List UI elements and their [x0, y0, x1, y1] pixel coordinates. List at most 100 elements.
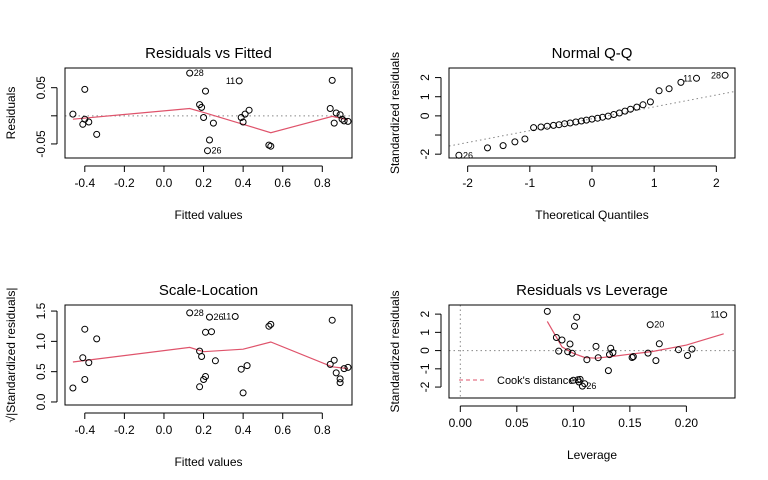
smooth-line — [72, 107, 349, 134]
data-point — [644, 349, 652, 357]
data-point — [564, 348, 572, 356]
data-point — [576, 375, 584, 383]
plot-frame — [448, 304, 736, 399]
y-tick-label: 1.0 — [34, 333, 48, 350]
data-point — [328, 76, 336, 84]
data-point — [720, 311, 728, 319]
data-point — [566, 340, 574, 348]
x-tick-label: 0.4 — [235, 423, 252, 437]
data-point — [186, 309, 194, 317]
y-tick-label: -2 — [418, 149, 432, 160]
data-point — [202, 87, 209, 95]
y-tick-label: 1 — [418, 329, 432, 336]
data-point — [200, 114, 208, 121]
data-point — [628, 354, 636, 361]
data-point — [344, 117, 352, 125]
point-label: 26 — [212, 146, 222, 156]
legend-label: Cook's distance — [497, 375, 574, 387]
smooth-line — [72, 341, 349, 370]
x-tick-label: 0.4 — [235, 176, 252, 190]
data-point — [81, 325, 89, 333]
data-point — [267, 142, 275, 150]
data-point — [206, 313, 213, 321]
x-tick-label: 0.20 — [675, 416, 699, 430]
data-point — [543, 307, 551, 315]
x-axis-label: Theoretical Quantiles — [535, 208, 648, 222]
y-axis-label: Standardized residuals — [388, 52, 402, 174]
x-tick-label: -0.2 — [114, 423, 135, 437]
point-label: 26 — [586, 381, 596, 391]
data-point — [265, 322, 273, 330]
plot-frame — [64, 67, 353, 159]
point-label: 11 — [226, 76, 235, 86]
data-point — [607, 344, 615, 352]
data-point — [332, 109, 340, 117]
y-tick-label: 1.5 — [34, 302, 48, 319]
chart-residuals-vs-leverage: Residuals vs Leverage Leverage Standardize… — [388, 282, 736, 462]
data-point — [578, 382, 586, 390]
chart-normal-qq: Normal Q-Q Theoretical Quantiles Standardi… — [388, 45, 736, 222]
plot-frame — [448, 67, 736, 159]
x-tick-label: 1 — [651, 176, 658, 190]
chart-title: Residuals vs Fitted — [145, 45, 272, 62]
y-tick-label: 0.5 — [34, 363, 48, 380]
data-point — [627, 105, 634, 113]
y-tick-label: -1 — [418, 363, 432, 374]
data-point — [79, 354, 87, 362]
data-point — [693, 74, 700, 82]
data-point — [267, 320, 275, 328]
data-point — [652, 357, 660, 365]
y-tick-label: 0 — [418, 347, 432, 354]
data-point — [332, 369, 340, 377]
data-point — [558, 336, 566, 344]
data-point — [629, 353, 637, 361]
point-label: 26 — [213, 312, 223, 322]
data-point — [633, 103, 641, 111]
data-point — [646, 321, 654, 329]
data-point — [573, 313, 581, 321]
point-label: 20 — [654, 320, 664, 330]
data-point — [543, 122, 551, 130]
data-point — [237, 114, 245, 121]
data-point — [198, 353, 206, 360]
point-label: 28 — [194, 68, 204, 78]
y-tick-label: 0.0 — [34, 393, 48, 410]
data-point — [69, 384, 77, 392]
data-point — [338, 115, 346, 123]
data-point — [665, 85, 673, 93]
x-tick-label: 0.2 — [195, 176, 212, 190]
data-point — [566, 119, 574, 127]
y-tick-label: 2 — [418, 74, 432, 81]
data-point — [330, 356, 338, 364]
x-axis-label: Fitted values — [174, 455, 242, 469]
data-point — [552, 334, 560, 341]
data-point — [592, 342, 600, 350]
y-tick-label: -0.05 — [34, 130, 48, 158]
data-point — [326, 105, 334, 112]
data-point — [85, 118, 93, 126]
x-tick-label: 0.15 — [618, 416, 642, 430]
data-point — [85, 359, 93, 367]
data-point — [568, 349, 576, 357]
data-point — [81, 85, 89, 93]
x-tick-label: -0.4 — [74, 423, 95, 437]
x-tick-label: 0.0 — [156, 176, 173, 190]
data-point — [583, 356, 591, 364]
point-label: 11 — [710, 310, 719, 320]
data-point — [69, 110, 77, 118]
data-point — [245, 106, 253, 114]
x-tick-label: 2 — [713, 176, 720, 190]
data-point — [521, 135, 529, 143]
data-point — [326, 360, 334, 368]
chart-scale-location: Scale-Location Fitted values √|Standardize… — [4, 282, 353, 469]
y-axis-label: Residuals — [4, 87, 18, 140]
data-point — [581, 380, 589, 388]
data-point — [675, 346, 682, 354]
data-point — [577, 117, 585, 125]
data-point — [604, 367, 612, 375]
point-label: 11 — [683, 73, 692, 83]
x-tick-label: 0.6 — [274, 423, 291, 437]
y-tick-label: -2 — [418, 381, 432, 392]
data-point — [239, 389, 247, 397]
data-point — [340, 365, 348, 373]
